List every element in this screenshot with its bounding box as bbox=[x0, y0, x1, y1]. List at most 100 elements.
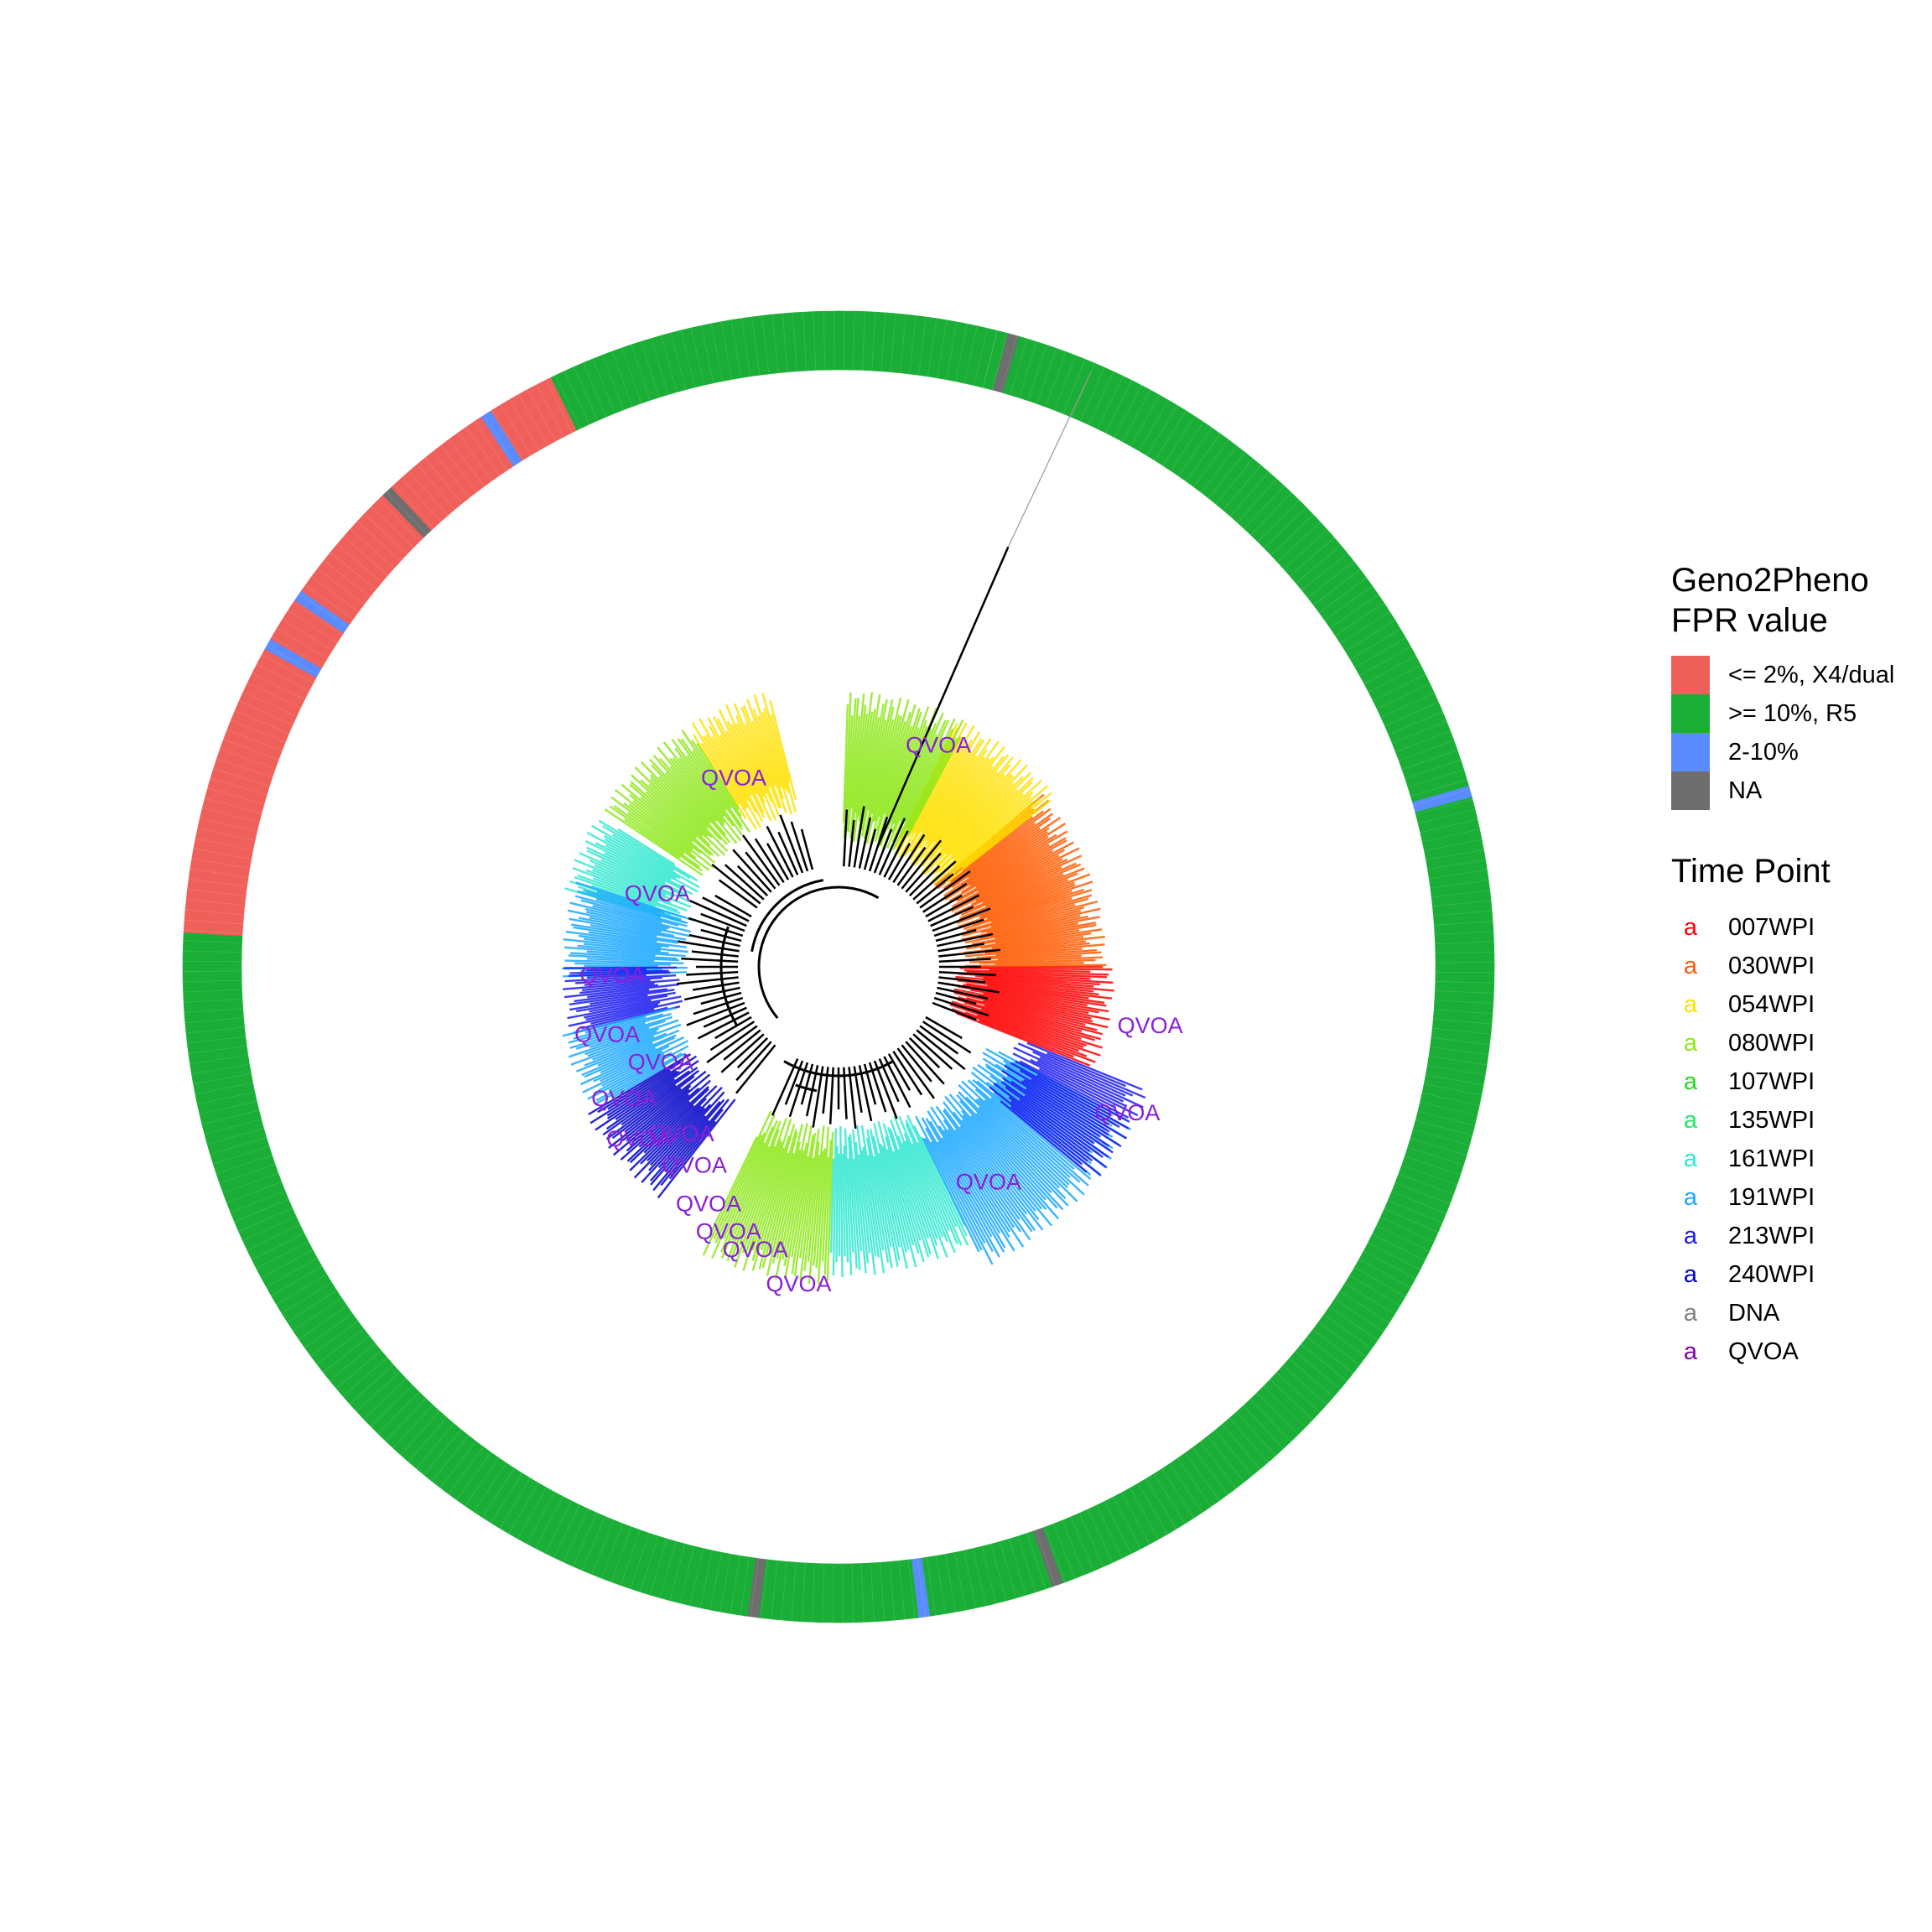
tree-radial-branch bbox=[766, 825, 794, 878]
clade-leaf-line bbox=[963, 969, 1109, 976]
clade-leaf-line bbox=[733, 703, 781, 817]
fpr-ring-tick bbox=[1053, 1524, 1075, 1579]
fpr-ring-tick bbox=[771, 314, 779, 373]
fpr-ring-tick bbox=[670, 332, 687, 390]
fpr-ring-tick bbox=[257, 663, 309, 692]
fpr-ring-tick bbox=[651, 338, 668, 395]
clade-leaf-line bbox=[903, 730, 981, 857]
fpr-ring-tick bbox=[266, 1258, 318, 1287]
fpr-ring-tick bbox=[1223, 465, 1261, 511]
fpr-label-na: NA bbox=[1728, 776, 1763, 804]
qvoa-label: QVOA bbox=[696, 1219, 761, 1244]
fpr-ring-tick bbox=[1178, 427, 1213, 476]
fpr-ring-tick bbox=[216, 1155, 273, 1175]
fpr-ring-tick bbox=[536, 384, 564, 438]
clade-leaf-line bbox=[709, 724, 757, 813]
fpr-ring-tick bbox=[231, 719, 286, 743]
clade-leaf-line bbox=[943, 816, 1062, 897]
fpr-ring-tick bbox=[909, 315, 917, 375]
clade-leaf-line bbox=[965, 1096, 1067, 1200]
fpr-ring-tick bbox=[709, 1552, 722, 1610]
fpr-ring-tick bbox=[481, 1467, 515, 1518]
clade-leaf-line bbox=[961, 1080, 1085, 1196]
fpr-ring-tick bbox=[293, 601, 343, 636]
fpr-ring-tick bbox=[1388, 711, 1443, 735]
fpr-ring-tick bbox=[189, 878, 247, 887]
fpr-ring-tick bbox=[197, 828, 256, 841]
clade-leaf-line bbox=[569, 971, 671, 977]
clade-leaf-line bbox=[891, 723, 937, 834]
clade-leaf-line bbox=[713, 1135, 763, 1240]
clade-leaf-line bbox=[597, 1061, 682, 1114]
clade-leaf-line bbox=[901, 1142, 938, 1239]
clade-leaf-line bbox=[584, 1036, 676, 1078]
fpr-ring-tick bbox=[1137, 1483, 1168, 1535]
fpr-ring-segment bbox=[183, 648, 317, 937]
fpr-ring-tick bbox=[1201, 445, 1238, 493]
clade-leaf-line bbox=[574, 875, 681, 914]
fpr-ring-tick bbox=[719, 1554, 731, 1613]
qvoa-label: QVOA bbox=[906, 732, 971, 757]
clade-leaf-line bbox=[575, 881, 694, 922]
clade-leaf-line bbox=[849, 1134, 861, 1270]
fpr-ring-tick bbox=[1354, 637, 1406, 668]
clade-leaf-line bbox=[906, 736, 961, 837]
fpr-ring-tick bbox=[802, 1562, 806, 1622]
fpr-ring-tick bbox=[191, 1063, 250, 1075]
clade-leaf-line bbox=[922, 756, 1005, 859]
fpr-ring-tick bbox=[242, 1216, 297, 1242]
clade-leaf-line bbox=[935, 1105, 1031, 1241]
fpr-legend-item: <= 2%, X4/dual bbox=[1671, 656, 1894, 694]
fpr-label-x4: <= 2%, X4/dual bbox=[1728, 661, 1895, 688]
time-key-glyph: a bbox=[1683, 1029, 1698, 1057]
clade-leaf-line bbox=[581, 1034, 677, 1077]
fpr-ring-tick bbox=[964, 325, 978, 384]
clade-leaf-line bbox=[742, 1119, 792, 1271]
fpr-ring-tick bbox=[862, 311, 865, 371]
fpr-ring-tick bbox=[371, 1384, 413, 1427]
fpr-ring-tick bbox=[1418, 808, 1476, 824]
clade-leaf-line bbox=[883, 725, 913, 815]
clade-leaf-line bbox=[640, 796, 693, 843]
clade-leaf-line bbox=[565, 930, 688, 948]
clade-leaf-line bbox=[952, 796, 1032, 867]
clade-leaf-line bbox=[943, 1130, 1011, 1233]
time-legend-item: a 107WPI bbox=[1671, 1062, 1831, 1101]
fpr-ring-tick bbox=[700, 325, 714, 383]
fpr-ring-tick bbox=[392, 1405, 434, 1448]
clade-leaf-line bbox=[595, 898, 662, 918]
fpr-ring-tick bbox=[1062, 1520, 1085, 1576]
fpr-ring-tick bbox=[890, 313, 896, 372]
fpr-ring-tick bbox=[193, 848, 252, 860]
fpr-ring-tick bbox=[611, 351, 633, 407]
fpr-ring-tick bbox=[1318, 577, 1367, 613]
clade-leaf-line bbox=[713, 716, 766, 818]
clade-leaf-line bbox=[589, 916, 662, 933]
clade-leaf-line bbox=[1039, 1056, 1126, 1097]
clade-leaf-line bbox=[912, 1124, 968, 1237]
clade-leaf-line bbox=[584, 979, 651, 986]
fpr-ring-tick bbox=[216, 758, 273, 778]
clade-leaf-line bbox=[976, 1014, 1080, 1052]
clade-leaf-line bbox=[995, 929, 1080, 944]
fpr-ring-tick bbox=[304, 1313, 353, 1348]
tree-radial-branch bbox=[790, 821, 809, 872]
clade-leaf-line bbox=[726, 720, 766, 803]
clade-leaf-line bbox=[629, 1084, 718, 1171]
clade-leaf-line bbox=[976, 948, 1098, 959]
clade-leaf-line bbox=[965, 831, 1048, 886]
clade-leaf-line bbox=[641, 1091, 725, 1184]
fpr-ring-segment bbox=[1042, 797, 1495, 1584]
fpr-ring-tick bbox=[680, 330, 696, 387]
qvoa-label: QVOA bbox=[956, 1169, 1021, 1194]
fpr-ring-tick bbox=[183, 979, 242, 983]
fpr-ring-tick bbox=[1380, 692, 1435, 718]
clade-leaf-line bbox=[949, 1003, 1101, 1057]
clade-leaf-line bbox=[958, 1125, 1028, 1215]
fpr-ring-tick bbox=[213, 1145, 270, 1165]
fpr-ring-tick bbox=[1420, 1102, 1478, 1116]
clade-leaf-line bbox=[1019, 1069, 1120, 1129]
clade-leaf-line bbox=[562, 1006, 676, 1037]
fpr-ring-tick bbox=[1334, 1298, 1384, 1332]
fpr-ring-tick bbox=[1243, 1405, 1284, 1449]
